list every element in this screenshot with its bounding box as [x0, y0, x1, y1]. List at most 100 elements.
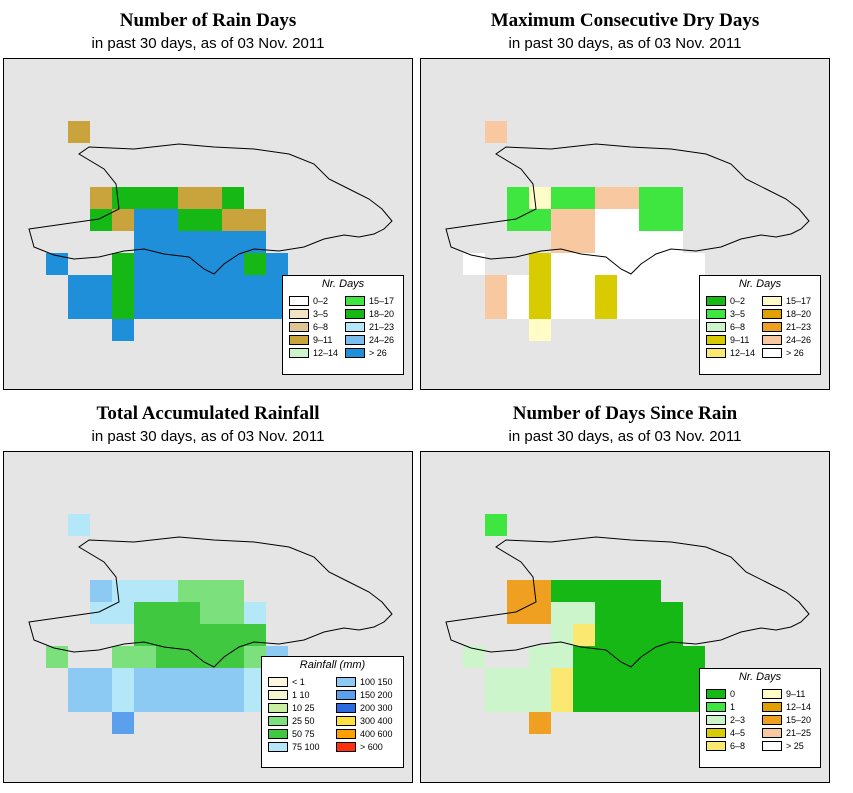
- grid-cell: [463, 253, 485, 275]
- grid-cell: [551, 209, 573, 231]
- panel-title: Number of Days Since Rain: [512, 403, 738, 424]
- legend-swatch: [706, 715, 726, 725]
- legend-item: > 600: [336, 742, 383, 752]
- legend-item: 4–5: [706, 728, 745, 738]
- grid-cell: [156, 668, 178, 690]
- grid-cell: [639, 646, 661, 668]
- legend-label: 400 600: [360, 729, 393, 739]
- grid-cell: [551, 668, 573, 690]
- grid-cell: [529, 580, 551, 602]
- legend-label: 1: [730, 702, 736, 712]
- grid-cell: [551, 646, 573, 668]
- legend-label: 9–11: [313, 335, 333, 345]
- legend-item: 21–25: [762, 728, 811, 738]
- grid-cell: [200, 253, 222, 275]
- map-grid: [445, 121, 810, 341]
- legend-label: 24–26: [786, 335, 812, 345]
- legend-label: 1 10: [292, 690, 310, 700]
- grid-cell: [156, 690, 178, 712]
- grid-cell: [178, 209, 200, 231]
- grid-cell: [244, 602, 266, 624]
- grid-cell: [68, 690, 90, 712]
- legend-title: Nr. Days: [738, 671, 782, 683]
- grid-cell: [617, 275, 639, 297]
- legend-label: 6–8: [730, 741, 746, 751]
- panel-title: Maximum Consecutive Dry Days: [490, 10, 760, 31]
- panel-since-rain: Number of Days Since Rain in past 30 day…: [420, 403, 830, 788]
- grid-cell: [595, 231, 617, 253]
- grid-cell: [595, 275, 617, 297]
- grid-cell: [661, 231, 683, 253]
- grid-cell: [178, 253, 200, 275]
- legend-swatch: [762, 702, 782, 712]
- grid-cell: [551, 231, 573, 253]
- legend-item: 3–5: [289, 309, 328, 319]
- legend-label: 18–20: [786, 309, 812, 319]
- grid-cell: [244, 624, 266, 646]
- grid-cell: [529, 602, 551, 624]
- grid-cell: [112, 319, 134, 341]
- grid-cell: [112, 646, 134, 668]
- legend-item: 0–2: [706, 296, 745, 306]
- legend-swatch: [706, 728, 726, 738]
- grid-cell: [617, 690, 639, 712]
- legend-item: 400 600: [336, 729, 393, 739]
- legend-item: 12–14: [762, 702, 811, 712]
- grid-cell: [485, 297, 507, 319]
- grid-cell: [595, 646, 617, 668]
- grid-cell: [595, 253, 617, 275]
- legend-swatch: [289, 296, 309, 306]
- legend-item: 6–8: [289, 322, 328, 332]
- grid-cell: [112, 297, 134, 319]
- grid-cell: [595, 209, 617, 231]
- legend-swatch: [268, 716, 288, 726]
- grid-cell: [661, 646, 683, 668]
- grid-cell: [156, 624, 178, 646]
- grid-cell: [617, 297, 639, 319]
- grid-cell: [200, 602, 222, 624]
- legend-label: < 1: [292, 677, 305, 687]
- grid-cell: [617, 209, 639, 231]
- grid-cell: [639, 668, 661, 690]
- grid-cell: [134, 668, 156, 690]
- legend-label: 25 50: [292, 716, 315, 726]
- grid-cell: [573, 624, 595, 646]
- legend-label: > 26: [786, 348, 804, 358]
- grid-cell: [200, 690, 222, 712]
- grid-cell: [112, 668, 134, 690]
- grid-cell: [529, 690, 551, 712]
- legend-item: 24–26: [345, 335, 394, 345]
- legend-item: 12–14: [289, 348, 338, 358]
- legend-item: 6–8: [706, 741, 745, 751]
- legend-item: 1: [706, 702, 735, 712]
- legend-swatch: [762, 309, 782, 319]
- grid-cell: [200, 580, 222, 602]
- grid-cell: [573, 580, 595, 602]
- legend-item: 75 100: [268, 742, 320, 752]
- grid-cell: [617, 646, 639, 668]
- legend-item: 18–20: [762, 309, 811, 319]
- legend-swatch: [289, 335, 309, 345]
- grid-cell: [661, 602, 683, 624]
- grid-cell: [90, 209, 112, 231]
- grid-cell: [90, 580, 112, 602]
- grid-cell: [529, 712, 551, 734]
- grid-cell: [112, 253, 134, 275]
- grid-cell: [222, 690, 244, 712]
- grid-cell: [529, 319, 551, 341]
- legend-swatch: [706, 702, 726, 712]
- legend-swatch: [268, 690, 288, 700]
- legend-item: 50 75: [268, 729, 315, 739]
- grid-cell: [573, 602, 595, 624]
- legend-label: 24–26: [369, 335, 395, 345]
- legend-item: 0: [706, 689, 735, 699]
- grid-cell: [222, 209, 244, 231]
- legend-swatch: [706, 348, 726, 358]
- grid-cell: [156, 253, 178, 275]
- legend-swatch: [762, 322, 782, 332]
- grid-cell: [529, 297, 551, 319]
- legend-item: 6–8: [706, 322, 745, 332]
- map-grid: [28, 514, 393, 734]
- grid-cell: [68, 297, 90, 319]
- grid-cell: [222, 668, 244, 690]
